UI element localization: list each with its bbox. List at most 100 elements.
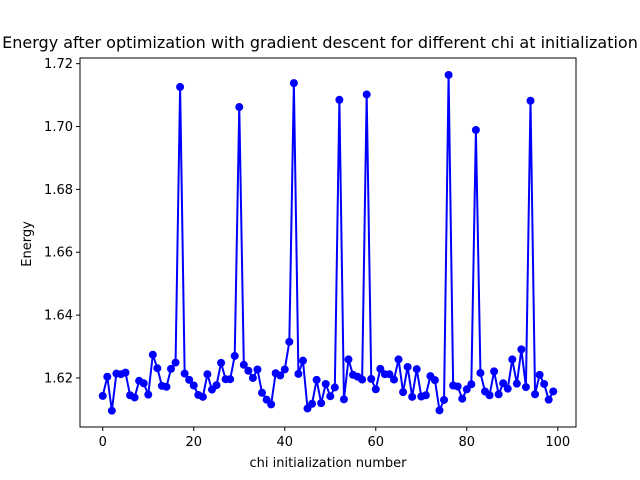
chart-title: Energy after optimization with gradient …: [2, 33, 638, 52]
data-points: [98, 70, 558, 415]
data-point: [544, 395, 553, 404]
x-tick-label: 0: [99, 435, 107, 450]
y-tick-label: 1.62: [44, 371, 73, 386]
data-point: [230, 351, 239, 360]
data-point: [458, 394, 467, 403]
data-point: [280, 365, 289, 374]
x-tick-label: 40: [276, 435, 293, 450]
data-point: [503, 384, 512, 393]
data-point: [358, 375, 367, 384]
data-point: [180, 369, 189, 378]
data-point: [335, 95, 344, 104]
data-point: [490, 367, 499, 376]
data-point: [162, 382, 171, 391]
data-point: [148, 350, 157, 359]
data-point: [217, 358, 226, 367]
data-point: [430, 376, 439, 385]
x-tick-label: 80: [459, 435, 476, 450]
data-point: [312, 375, 321, 384]
data-point: [412, 365, 421, 374]
data-point: [467, 380, 476, 389]
y-tick-label: 1.68: [44, 183, 73, 198]
data-point: [239, 360, 248, 369]
data-point: [549, 387, 558, 396]
data-point: [499, 379, 508, 388]
plot-area-frame: [79, 57, 577, 428]
data-point: [399, 388, 408, 397]
data-point: [512, 379, 521, 388]
data-point: [226, 375, 235, 384]
data-point: [189, 381, 198, 390]
data-point: [471, 125, 480, 134]
x-axis-label: chi initialization number: [249, 456, 407, 471]
data-point: [367, 374, 376, 383]
data-point: [540, 379, 549, 388]
data-point: [294, 369, 303, 378]
data-point: [98, 391, 107, 400]
x-tick-label: 60: [368, 435, 385, 450]
data-point: [253, 365, 262, 374]
y-tick-label: 1.64: [44, 309, 73, 324]
data-point: [212, 381, 221, 390]
data-point: [171, 358, 180, 367]
data-point: [394, 355, 403, 364]
y-axis-label: Energy: [20, 221, 35, 267]
data-point: [476, 368, 485, 377]
data-point: [339, 395, 348, 404]
data-point: [235, 103, 244, 112]
y-tick-label: 1.72: [44, 57, 73, 72]
data-point: [203, 370, 212, 379]
data-point: [258, 388, 267, 397]
data-point: [244, 366, 253, 375]
data-point: [385, 370, 394, 379]
data-point: [107, 406, 116, 415]
data-point: [276, 371, 285, 380]
data-point: [153, 364, 162, 373]
x-tick-label: 100: [545, 435, 570, 450]
data-point: [330, 383, 339, 392]
data-point: [289, 79, 298, 88]
data-point: [185, 375, 194, 384]
y-tick-label: 1.70: [44, 120, 73, 135]
data-point: [308, 399, 317, 408]
data-point: [531, 390, 540, 399]
data-point: [403, 362, 412, 371]
data-point: [198, 392, 207, 401]
data-point: [435, 406, 444, 415]
data-point: [248, 373, 257, 382]
data-point: [103, 372, 112, 381]
data-point: [421, 391, 430, 400]
data-point: [317, 399, 326, 408]
data-point: [494, 390, 503, 399]
data-point: [139, 379, 148, 388]
data-point: [285, 337, 294, 346]
data-point: [121, 368, 130, 377]
x-tick-label: 20: [185, 435, 202, 450]
data-point: [176, 82, 185, 91]
data-point: [326, 392, 335, 401]
y-tick-label: 1.66: [44, 246, 73, 261]
data-point: [130, 393, 139, 402]
data-point: [167, 364, 176, 373]
data-point: [521, 383, 530, 392]
data-point: [444, 70, 453, 79]
data-point: [321, 379, 330, 388]
data-point: [344, 355, 353, 364]
data-point: [535, 370, 544, 379]
y-axis: 1.62 1.64 1.66 1.68 1.70 1.72: [44, 57, 80, 386]
data-point: [508, 355, 517, 364]
data-point: [408, 392, 417, 401]
data-point: [485, 391, 494, 400]
data-point: [362, 90, 371, 99]
data-point: [144, 390, 153, 399]
data-point: [517, 345, 526, 354]
data-point: [371, 385, 380, 394]
data-point: [267, 400, 276, 409]
data-point: [526, 96, 535, 105]
data-point: [389, 375, 398, 384]
x-axis: 0 20 40 60 80 100: [99, 427, 570, 450]
series-line: [101, 74, 555, 414]
data-point: [298, 356, 307, 365]
data-point: [440, 395, 449, 404]
